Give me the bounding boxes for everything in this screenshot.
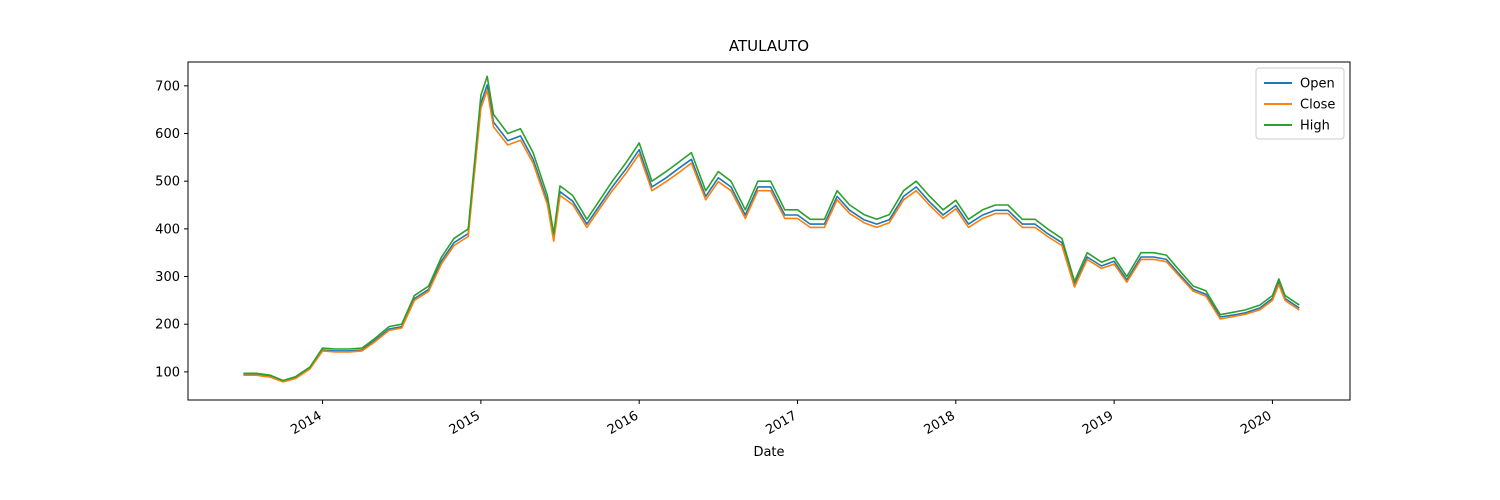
x-tick-label: 2014 bbox=[288, 408, 324, 438]
x-tick-label: 2016 bbox=[605, 408, 641, 438]
y-tick-label: 300 bbox=[155, 270, 180, 285]
y-tick-label: 500 bbox=[155, 175, 180, 190]
chart-title: ATULAUTO bbox=[729, 37, 809, 55]
legend-box bbox=[1255, 67, 1345, 140]
x-tick-label: 2018 bbox=[922, 408, 958, 438]
x-tick-label: 2020 bbox=[1238, 408, 1274, 438]
y-tick-label: 700 bbox=[155, 79, 180, 94]
legend-label: Open bbox=[1300, 77, 1335, 92]
line-series bbox=[243, 84, 1300, 383]
x-tick-label: 2015 bbox=[447, 408, 483, 438]
y-tick-label: 200 bbox=[155, 318, 180, 333]
x-tick-label: 2019 bbox=[1080, 408, 1116, 438]
y-tick-label: 100 bbox=[155, 365, 180, 380]
x-axis-label: Date bbox=[753, 445, 784, 460]
line-series bbox=[243, 75, 1300, 382]
legend-label: Close bbox=[1300, 98, 1335, 113]
legend-label: High bbox=[1300, 119, 1330, 134]
y-tick-label: 400 bbox=[155, 222, 180, 237]
plot-frame bbox=[187, 61, 1351, 401]
y-tick-label: 600 bbox=[155, 127, 180, 142]
x-tick-label: 2017 bbox=[763, 408, 799, 438]
line-series bbox=[243, 89, 1300, 383]
